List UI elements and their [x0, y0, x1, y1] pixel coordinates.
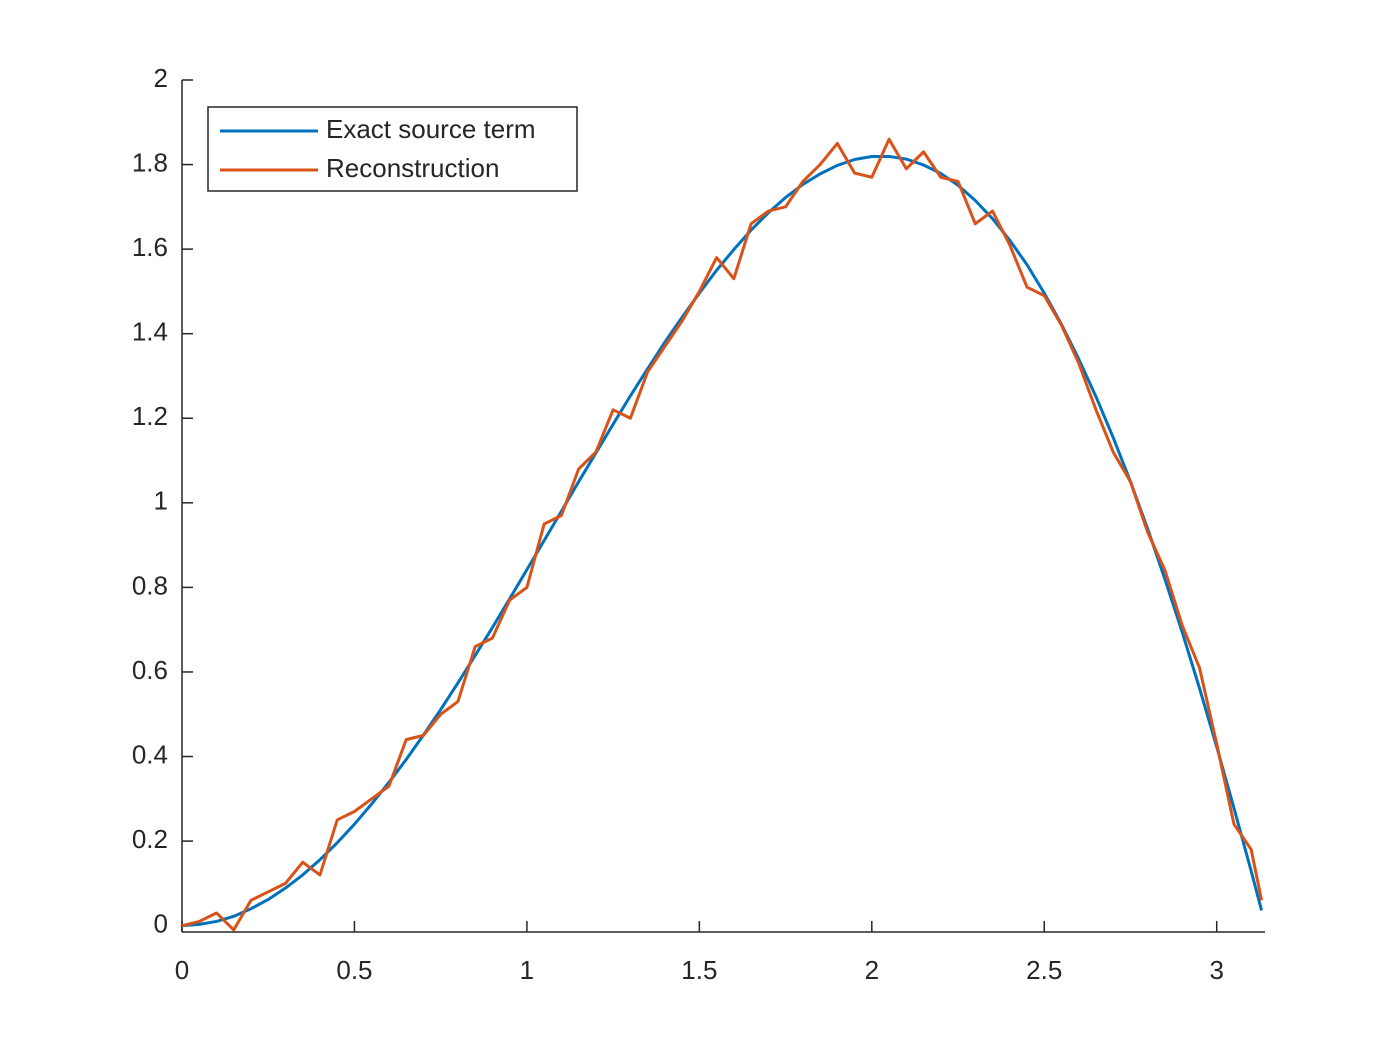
x-tick-label: 0.5	[336, 955, 372, 985]
x-tick-label: 3	[1209, 955, 1223, 985]
y-tick-label: 0.6	[132, 655, 168, 685]
y-tick-label: 0.2	[132, 824, 168, 854]
legend-box	[207, 106, 578, 192]
y-tick-label: 1.8	[132, 147, 168, 177]
y-tick-label: 0.8	[132, 570, 168, 600]
legend-label: Reconstruction	[326, 153, 499, 183]
x-tick-label: 1.5	[681, 955, 717, 985]
legend-label: Exact source term	[326, 114, 536, 144]
y-tick-label: 1.6	[132, 232, 168, 262]
y-tick-label: 0	[154, 909, 168, 939]
x-tick-label: 2	[865, 955, 879, 985]
y-tick-label: 1.4	[132, 317, 168, 347]
y-tick-label: 0.4	[132, 739, 168, 769]
x-tick-label: 0	[175, 955, 189, 985]
x-tick-label: 1	[520, 955, 534, 985]
y-tick-label: 1.2	[132, 401, 168, 431]
y-tick-label: 1	[154, 486, 168, 516]
series-line	[181, 137, 1264, 932]
y-tick-label: 2	[154, 63, 168, 93]
x-tick-label: 2.5	[1026, 955, 1062, 985]
series-line	[181, 155, 1264, 928]
